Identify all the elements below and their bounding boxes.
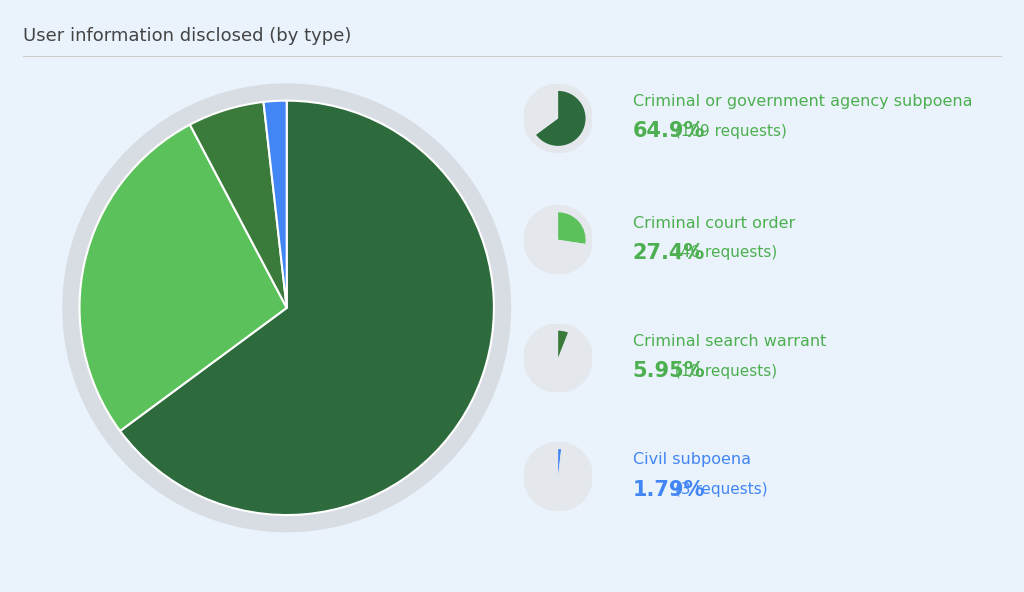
Wedge shape xyxy=(530,213,586,267)
Wedge shape xyxy=(558,213,586,244)
Wedge shape xyxy=(558,449,561,477)
Circle shape xyxy=(523,442,593,511)
Text: Criminal search warrant: Criminal search warrant xyxy=(633,334,826,349)
Text: 64.9%: 64.9% xyxy=(633,121,706,141)
Text: (109 requests): (109 requests) xyxy=(670,124,786,139)
Wedge shape xyxy=(120,101,494,515)
Text: (46 requests): (46 requests) xyxy=(670,245,777,260)
Text: 1.79%: 1.79% xyxy=(633,480,706,500)
Wedge shape xyxy=(263,101,287,308)
Text: (3 requests): (3 requests) xyxy=(670,482,767,497)
Wedge shape xyxy=(558,331,568,358)
Text: (10 requests): (10 requests) xyxy=(670,363,777,379)
Circle shape xyxy=(62,84,511,532)
Text: Criminal or government agency subpoena: Criminal or government agency subpoena xyxy=(633,94,973,110)
Wedge shape xyxy=(536,91,586,146)
Circle shape xyxy=(523,205,593,274)
Wedge shape xyxy=(189,102,287,308)
Text: Criminal court order: Criminal court order xyxy=(633,215,795,231)
Wedge shape xyxy=(530,449,586,504)
Circle shape xyxy=(523,84,593,153)
Text: 5.95%: 5.95% xyxy=(633,361,706,381)
Wedge shape xyxy=(530,91,558,135)
Text: User information disclosed (by type): User information disclosed (by type) xyxy=(23,27,351,44)
Wedge shape xyxy=(530,331,586,385)
Text: Civil subpoena: Civil subpoena xyxy=(633,452,751,468)
Wedge shape xyxy=(80,125,287,431)
Circle shape xyxy=(523,324,593,392)
Text: 27.4%: 27.4% xyxy=(633,243,706,263)
